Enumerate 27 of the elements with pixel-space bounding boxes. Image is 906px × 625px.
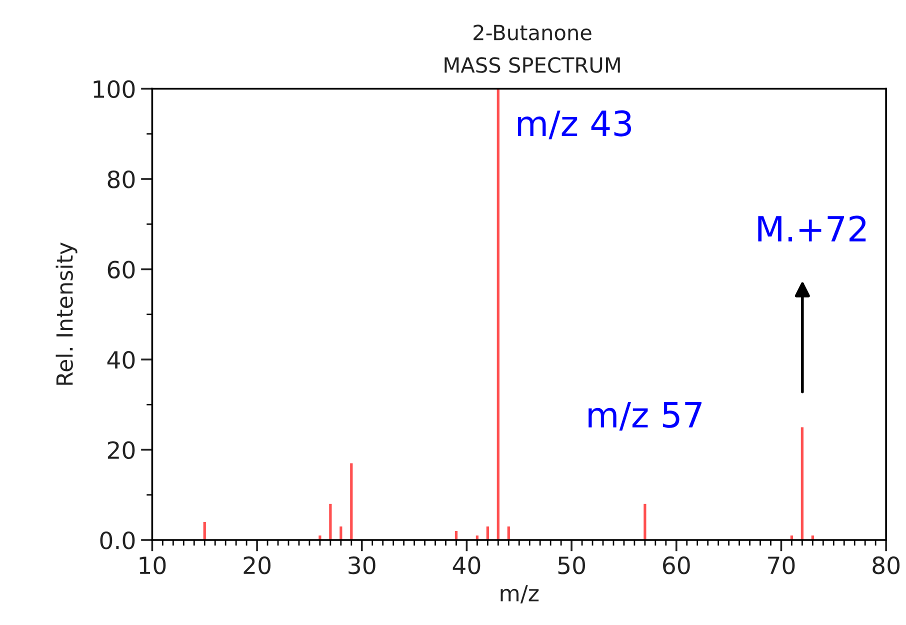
bar — [800, 427, 804, 540]
annotation: m/z 43 — [518, 110, 632, 140]
x-tick-label: 10 — [140, 556, 166, 574]
y-tick-label: 20 — [108, 441, 135, 460]
x-tick-label: 20 — [244, 556, 270, 574]
y-tick-label: 60 — [108, 260, 135, 279]
x-tick-label: 60 — [663, 556, 690, 574]
bar — [644, 504, 646, 540]
annotation: m/z 57 — [588, 402, 702, 431]
y-tick-label: 100 — [94, 80, 135, 98]
x-tick-label: 70 — [768, 556, 795, 574]
bar — [329, 504, 332, 540]
y-tick-label: 0.0 — [100, 531, 135, 550]
chart-title: 2-Butanone — [474, 24, 592, 40]
y-axis-title: Rel. Intensity — [56, 242, 78, 385]
annotation: M.+72 — [758, 216, 866, 242]
bar — [203, 522, 206, 540]
x-axis-title: m/z — [500, 585, 539, 604]
x-tick-label: 50 — [558, 556, 586, 574]
y-tick-label: 40 — [107, 350, 135, 369]
chart-subtitle: MASS SPECTRUM — [444, 57, 620, 73]
x-tick-label: 80 — [872, 556, 900, 574]
x-tick-label: 40 — [452, 556, 480, 574]
bar — [350, 463, 353, 540]
x-tick-label: 30 — [348, 556, 376, 574]
y-tick-label: 80 — [108, 170, 135, 188]
bar — [496, 88, 500, 540]
